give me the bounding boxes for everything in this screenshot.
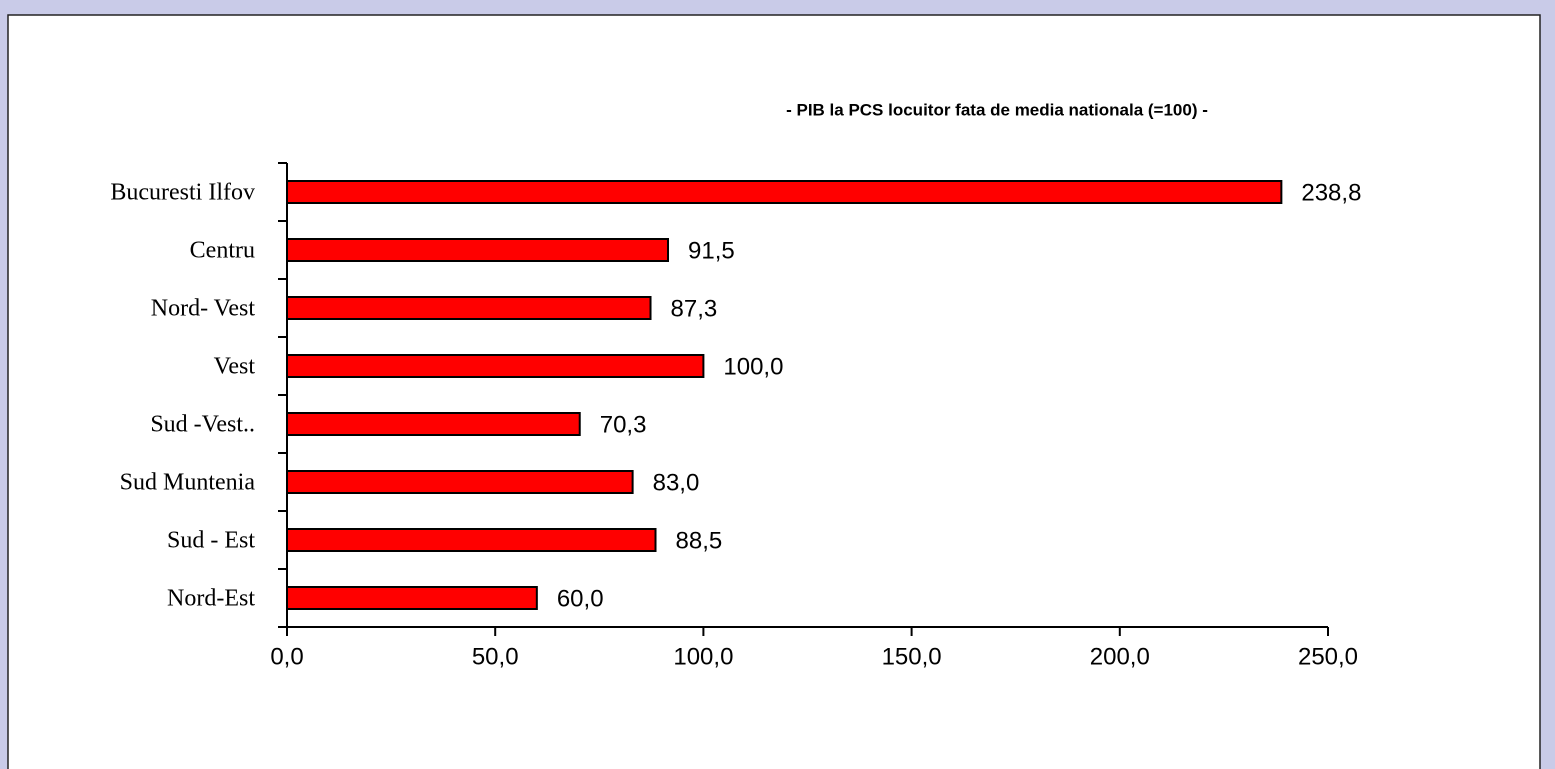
y-tick-label: Bucuresti Ilfov xyxy=(110,180,255,206)
x-tick-label: 150,0 xyxy=(882,643,942,670)
bar xyxy=(286,470,634,494)
value-label: 70,3 xyxy=(600,411,647,438)
value-label: 238,8 xyxy=(1301,179,1361,206)
chart-title: - PIB la PCS locuitor fata de media nati… xyxy=(786,100,1208,119)
y-tick-label: Vest xyxy=(214,354,256,380)
y-tick-label: Nord-Est xyxy=(167,586,255,612)
x-tick-label: 100,0 xyxy=(673,643,733,670)
bar xyxy=(286,528,657,552)
value-label: 83,0 xyxy=(653,469,700,496)
bar xyxy=(286,412,581,436)
value-label: 91,5 xyxy=(688,237,735,264)
x-tick-label: 0,0 xyxy=(270,643,303,670)
value-label: 60,0 xyxy=(557,585,604,612)
y-tick-label: Sud Muntenia xyxy=(120,470,256,496)
y-tick-label: Nord- Vest xyxy=(151,296,256,322)
bar xyxy=(286,238,670,262)
y-tick-label: Centru xyxy=(190,238,255,264)
x-tick-label: 250,0 xyxy=(1298,643,1358,670)
y-tick-label: Sud -Vest.. xyxy=(150,412,255,438)
x-tick-label: 50,0 xyxy=(472,643,519,670)
value-label: 88,5 xyxy=(676,527,723,554)
panel xyxy=(7,14,1541,769)
value-label: 100,0 xyxy=(723,353,783,380)
bar xyxy=(286,296,652,320)
x-tick-label: 200,0 xyxy=(1090,643,1150,670)
y-tick-label: Sud - Est xyxy=(167,528,255,554)
bar xyxy=(286,586,538,610)
bar xyxy=(286,180,1283,204)
value-label: 87,3 xyxy=(671,295,718,322)
bar xyxy=(286,354,705,378)
